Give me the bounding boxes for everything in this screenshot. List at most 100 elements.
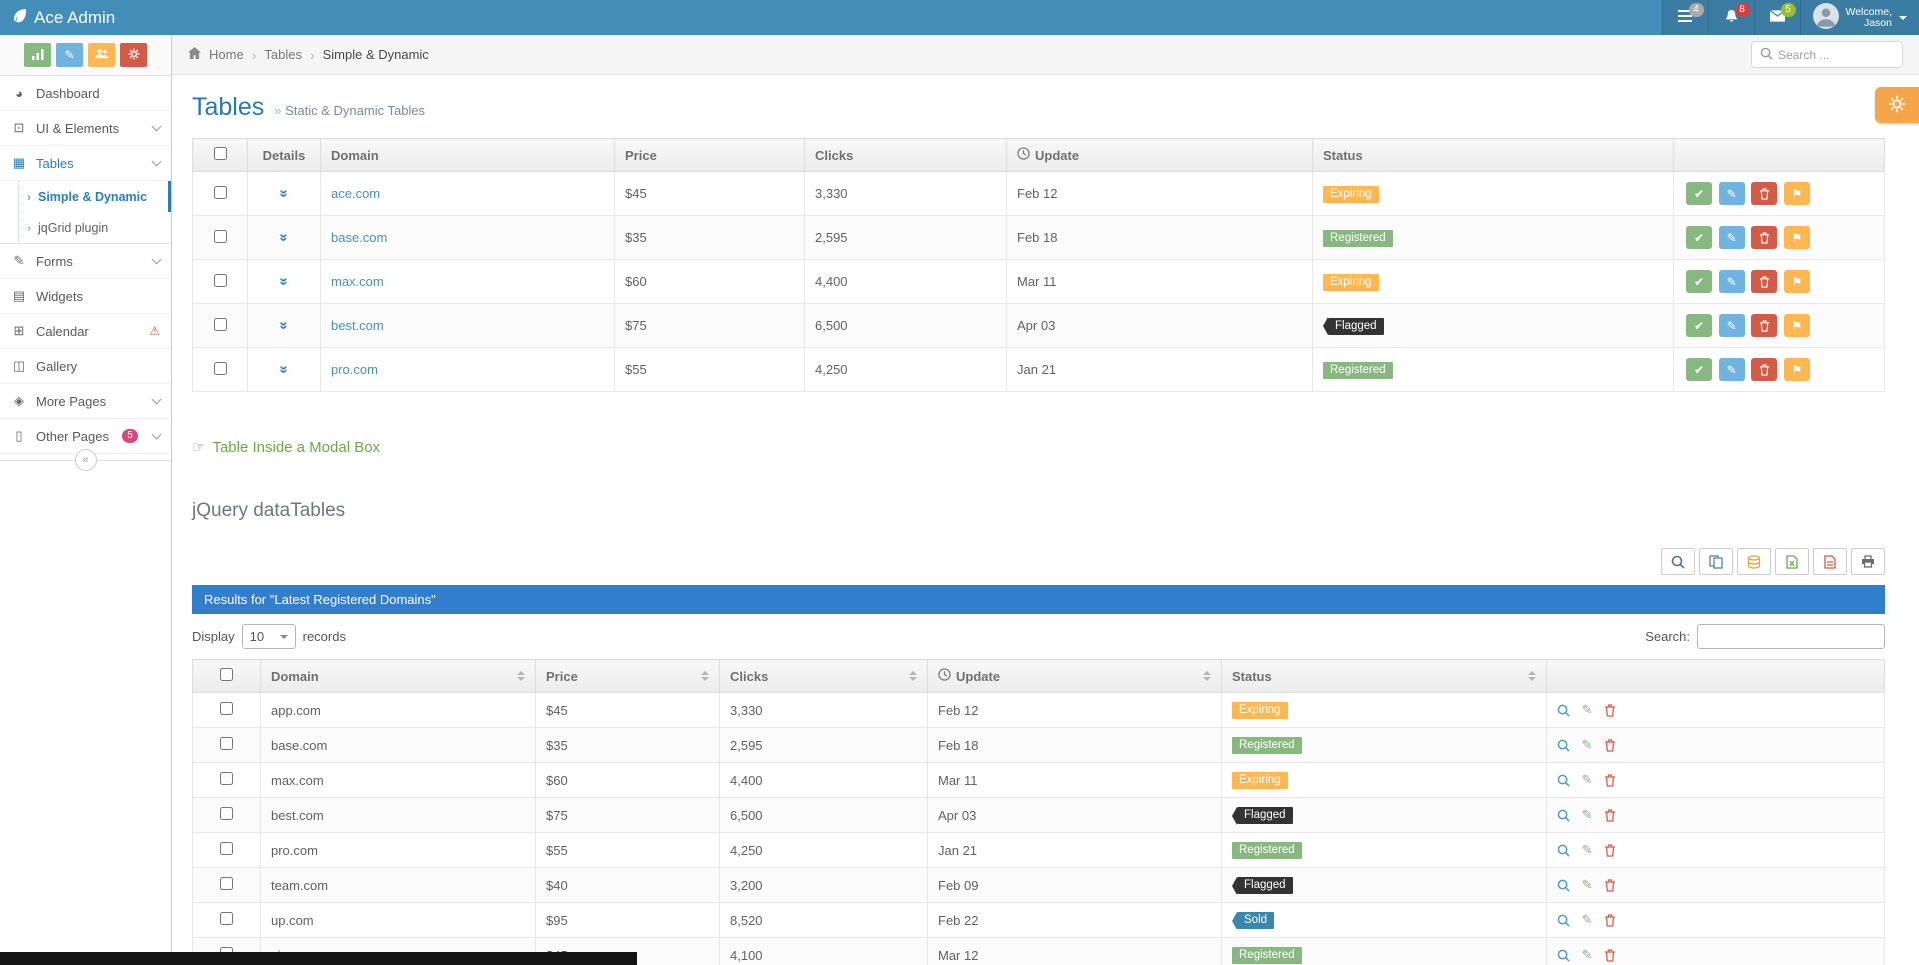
zoom-button[interactable]	[1557, 844, 1570, 857]
sortable-header-update[interactable]: Update	[927, 659, 1222, 693]
edit-button[interactable]: ✎	[1581, 737, 1593, 753]
shortcut-stats-button[interactable]	[24, 43, 51, 67]
row-checkbox[interactable]	[213, 361, 227, 375]
domain-link[interactable]: pro.com	[331, 362, 378, 377]
settings-gear-button[interactable]	[1875, 87, 1919, 123]
delete-button[interactable]	[1604, 949, 1616, 962]
select-all-checkbox[interactable]	[220, 668, 233, 681]
domain-link[interactable]: ace.com	[331, 186, 381, 201]
delete-button[interactable]	[1751, 226, 1778, 249]
row-checkbox[interactable]	[213, 273, 227, 287]
row-checkbox[interactable]	[220, 842, 233, 855]
sidebar-item-dashboard[interactable]: ◕ Dashboard	[0, 76, 171, 111]
row-checkbox[interactable]	[220, 737, 233, 750]
row-checkbox[interactable]	[220, 807, 233, 820]
delete-button[interactable]	[1751, 358, 1778, 381]
edit-button[interactable]: ✎	[1581, 877, 1593, 893]
delete-button[interactable]	[1751, 314, 1778, 337]
datatable-search-input[interactable]	[1697, 624, 1885, 649]
zoom-button[interactable]	[1557, 914, 1570, 927]
zoom-button[interactable]	[1557, 809, 1570, 822]
edit-button[interactable]: ✎	[1718, 358, 1745, 381]
zoom-button[interactable]	[1557, 739, 1570, 752]
edit-button[interactable]: ✎	[1581, 912, 1593, 928]
sidebar-item-jqgrid[interactable]: › jqGrid plugin	[0, 212, 171, 243]
sidebar-item-simple-dynamic[interactable]: › Simple & Dynamic	[0, 181, 171, 212]
expand-details-icon[interactable]: »	[275, 365, 293, 374]
approve-button[interactable]: ✔	[1686, 314, 1712, 337]
approve-button[interactable]: ✔	[1686, 358, 1712, 381]
select-all-checkbox[interactable]	[213, 147, 227, 160]
edit-button[interactable]: ✎	[1581, 772, 1593, 788]
edit-button[interactable]: ✎	[1718, 182, 1745, 205]
domain-link[interactable]: base.com	[331, 230, 388, 245]
shortcut-users-button[interactable]	[88, 43, 115, 67]
zoom-button[interactable]	[1557, 879, 1570, 892]
sortable-header-domain[interactable]: Domain	[260, 659, 536, 693]
zoom-button[interactable]	[1557, 774, 1570, 787]
toolbar-print-button[interactable]	[1851, 548, 1885, 575]
approve-button[interactable]: ✔	[1686, 226, 1712, 249]
sortable-header-price[interactable]: Price	[535, 659, 720, 693]
domain-link[interactable]: best.com	[331, 318, 384, 333]
edit-button[interactable]: ✎	[1718, 314, 1745, 337]
sortable-header-clicks[interactable]: Clicks	[719, 659, 928, 693]
notifications-button[interactable]: 8	[1707, 0, 1754, 35]
flag-button[interactable]: ⚑	[1783, 358, 1810, 381]
brand[interactable]: Ace Admin	[0, 0, 127, 35]
delete-button[interactable]	[1604, 844, 1616, 857]
toolbar-copy-button[interactable]	[1699, 548, 1733, 575]
tasks-button[interactable]: 4	[1661, 0, 1708, 35]
delete-button[interactable]	[1604, 914, 1616, 927]
domain-link[interactable]: max.com	[331, 274, 384, 289]
delete-button[interactable]	[1604, 879, 1616, 892]
sidebar-item-widgets[interactable]: ▤ Widgets	[0, 279, 171, 314]
row-checkbox[interactable]	[213, 185, 227, 199]
delete-button[interactable]	[1604, 774, 1616, 787]
sidebar-item-gallery[interactable]: ◫ Gallery	[0, 349, 171, 384]
modal-box-link[interactable]: ☞ Table Inside a Modal Box	[192, 438, 380, 457]
flag-button[interactable]: ⚑	[1783, 182, 1810, 205]
toolbar-export-pdf-button[interactable]	[1813, 548, 1847, 575]
approve-button[interactable]: ✔	[1686, 270, 1712, 293]
sortable-header-status[interactable]: Status	[1221, 659, 1547, 693]
flag-button[interactable]: ⚑	[1783, 314, 1810, 337]
sidebar-item-calendar[interactable]: ⊞ Calendar ⚠	[0, 314, 171, 349]
sidebar-collapse-button[interactable]: «	[74, 449, 97, 471]
sidebar-item-tables[interactable]: ▦ Tables	[0, 146, 171, 181]
expand-details-icon[interactable]: »	[275, 189, 293, 198]
sidebar-item-forms[interactable]: ✎ Forms	[0, 244, 171, 279]
toolbar-database-button[interactable]	[1737, 548, 1771, 575]
edit-button[interactable]: ✎	[1718, 226, 1745, 249]
expand-details-icon[interactable]: »	[275, 277, 293, 286]
toolbar-search-button[interactable]	[1661, 548, 1695, 575]
search-input[interactable]	[1778, 47, 1888, 62]
approve-button[interactable]: ✔	[1686, 182, 1712, 205]
edit-button[interactable]: ✎	[1581, 807, 1593, 823]
zoom-button[interactable]	[1557, 704, 1570, 717]
delete-button[interactable]	[1604, 809, 1616, 822]
delete-button[interactable]	[1751, 182, 1778, 205]
toolbar-export-excel-button[interactable]	[1775, 548, 1809, 575]
row-checkbox[interactable]	[213, 317, 227, 331]
row-checkbox[interactable]	[220, 912, 233, 925]
delete-button[interactable]	[1604, 739, 1616, 752]
delete-button[interactable]	[1604, 704, 1616, 717]
edit-button[interactable]: ✎	[1581, 842, 1593, 858]
zoom-button[interactable]	[1557, 949, 1570, 962]
display-length-select[interactable]: 10	[241, 624, 296, 649]
breadcrumb-tables[interactable]: Tables	[264, 47, 302, 62]
expand-details-icon[interactable]: »	[275, 233, 293, 242]
delete-button[interactable]	[1751, 270, 1778, 293]
user-menu[interactable]: Welcome, Jason	[1799, 0, 1919, 35]
row-checkbox[interactable]	[220, 877, 233, 890]
shortcut-settings-button[interactable]	[120, 43, 147, 67]
row-checkbox[interactable]	[220, 702, 233, 715]
sidebar-item-more-pages[interactable]: ◈ More Pages	[0, 384, 171, 419]
shortcut-edit-button[interactable]: ✎	[56, 43, 83, 67]
row-checkbox[interactable]	[213, 229, 227, 243]
row-checkbox[interactable]	[220, 772, 233, 785]
edit-button[interactable]: ✎	[1718, 270, 1745, 293]
expand-details-icon[interactable]: »	[275, 321, 293, 330]
messages-button[interactable]: 5	[1753, 0, 1800, 35]
